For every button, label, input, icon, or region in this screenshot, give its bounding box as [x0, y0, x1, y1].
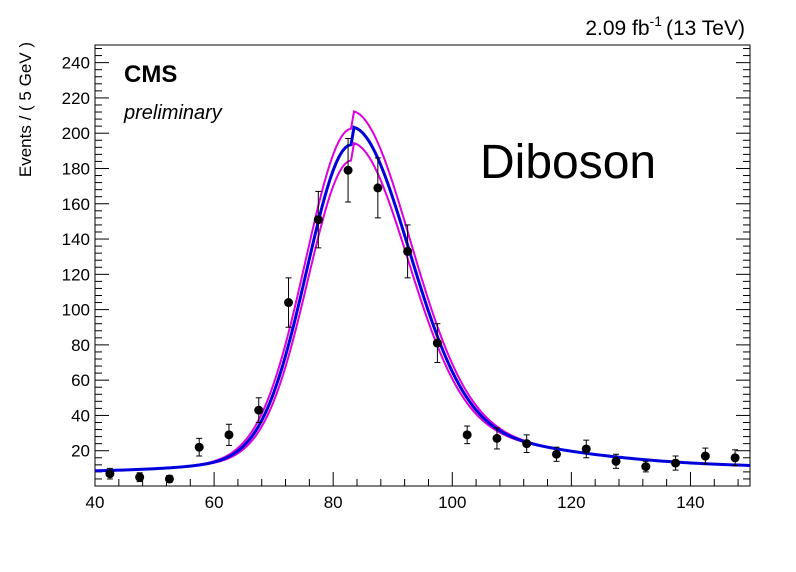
data-point — [581, 444, 591, 454]
y-tick-label: 240 — [62, 54, 90, 73]
luminosity-label: 2.09 fb-1 (13 TeV) — [585, 13, 745, 40]
y-tick-label: 140 — [62, 230, 90, 249]
data-point — [730, 453, 740, 463]
data-point — [611, 456, 621, 466]
data-point — [671, 458, 681, 468]
plot-frame — [94, 44, 751, 487]
tick-labels: 40 60 80 100 120 140 20 40 60 80 100 120 140 160 180 20… — [62, 54, 705, 512]
x-tick-label: 80 — [324, 493, 343, 512]
x-tick-label: 40 — [86, 493, 105, 512]
x-tick-label: 60 — [205, 493, 224, 512]
data-point — [135, 472, 145, 482]
data-point — [641, 462, 651, 472]
data-point — [432, 338, 442, 348]
data-point — [462, 430, 472, 440]
axis-ticks — [94, 48, 750, 487]
cms-label: CMS — [124, 61, 177, 88]
y-tick-label: 160 — [62, 195, 90, 214]
x-tick-label: 140 — [676, 493, 704, 512]
data-point — [105, 469, 115, 479]
y-tick-label: 20 — [71, 442, 90, 461]
data-point — [313, 215, 323, 225]
data-point — [224, 430, 234, 440]
data-point — [373, 183, 383, 193]
y-tick-label: 80 — [71, 336, 90, 355]
data-point — [164, 474, 174, 484]
y-tick-label: 220 — [62, 89, 90, 108]
y-tick-label: 40 — [71, 406, 90, 425]
y-tick-label: 100 — [62, 301, 90, 320]
data-point — [284, 298, 294, 308]
data-point — [522, 439, 532, 449]
process-label: Diboson — [480, 136, 656, 189]
x-tick-label: 120 — [557, 493, 585, 512]
data-point — [492, 433, 502, 443]
data-points — [105, 165, 740, 484]
y-tick-label: 60 — [71, 371, 90, 390]
data-point — [403, 246, 413, 256]
lumi-energy: (13 TeV) — [666, 17, 745, 40]
x-tick-label: 100 — [438, 493, 466, 512]
data-point — [254, 405, 264, 415]
data-point — [700, 451, 710, 461]
data-point — [551, 449, 561, 459]
y-axis-label: Events / ( 5 GeV ) — [16, 42, 35, 177]
y-tick-label: 120 — [62, 265, 90, 284]
fit-curve — [94, 125, 751, 473]
lumi-exponent: -1 — [650, 13, 663, 29]
y-tick-label: 200 — [62, 124, 90, 143]
fit-curves — [94, 110, 751, 473]
lumi-value: 2.09 fb — [585, 17, 649, 40]
data-point — [343, 165, 353, 175]
y-tick-label: 180 — [62, 159, 90, 178]
data-point — [194, 442, 204, 452]
preliminary-label: preliminary — [123, 102, 223, 124]
